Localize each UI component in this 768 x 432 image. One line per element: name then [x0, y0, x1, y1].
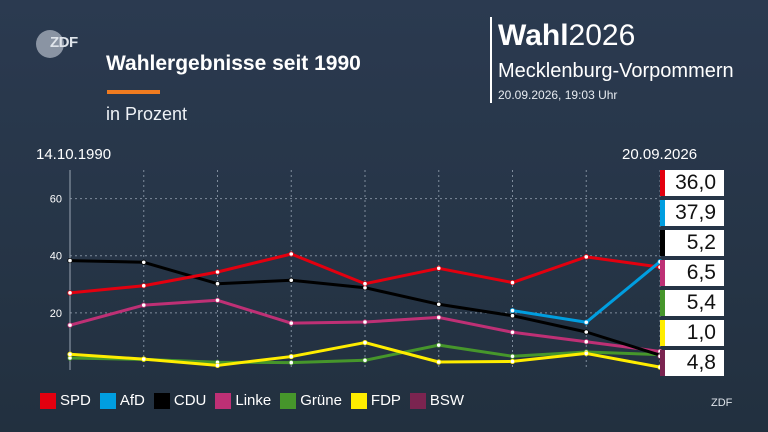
data-point-fdp [67, 351, 73, 357]
legend-label: Linke [235, 392, 272, 409]
data-point-fdp [436, 359, 442, 365]
result-value-cdu: 5,2 [661, 230, 724, 256]
data-point-fdp [362, 339, 368, 346]
chart-subtitle: in Prozent [106, 104, 188, 124]
legend-label: Grüne [300, 392, 342, 409]
legend-label: AfD [119, 392, 145, 409]
data-point-cdu [141, 259, 147, 265]
y-tick-label: 40 [50, 251, 62, 263]
legend-swatch [409, 392, 426, 409]
data-point-linke [583, 339, 589, 345]
data-point-gruene [436, 342, 442, 348]
data-point-cdu [509, 313, 516, 319]
legend-item-spd: SPD [40, 392, 91, 409]
result-color-fdp [660, 320, 665, 346]
data-point-linke [141, 302, 147, 308]
data-point-linke [67, 322, 73, 328]
legend-item-fdp: FDP [350, 392, 401, 409]
data-point-afd [509, 307, 516, 314]
y-tick-label: 60 [50, 194, 62, 206]
data-point-fdp [509, 358, 516, 365]
chart-legend: SPD AfD CDU Linke Grüne FDP BSW [40, 392, 473, 409]
y-tick-label: 20 [50, 308, 62, 320]
brand-year: 2026 [568, 19, 636, 52]
zdf-logo-icon [36, 30, 64, 58]
legend-label: SPD [60, 392, 91, 409]
header-divider [490, 17, 492, 103]
chart-title: Wahlergebnisse seit 1990 [106, 52, 361, 75]
result-value-spd: 36,0 [661, 170, 724, 196]
data-point-spd [288, 251, 294, 257]
data-point-gruene [509, 353, 516, 359]
x-start-label: 14.10.1990 [36, 146, 112, 163]
data-point-spd [436, 265, 442, 271]
data-point-gruene [288, 359, 294, 366]
result-value-bsw: 4,8 [661, 350, 724, 376]
footer-source: ZDF [711, 397, 733, 409]
legend-label: BSW [429, 392, 465, 409]
legend-item-gruene: Grüne [280, 392, 342, 409]
legend-swatch [153, 392, 170, 409]
legend-swatch [350, 392, 367, 409]
data-point-fdp [288, 353, 294, 360]
legend-label: FDP [370, 392, 401, 409]
data-point-linke [436, 314, 442, 321]
result-value-afd: 37,9 [661, 200, 724, 226]
result-value-fdp: 1,0 [661, 320, 724, 346]
data-point-spd [509, 279, 516, 286]
legend-item-linke: Linke [215, 392, 271, 409]
data-point-spd [362, 281, 368, 287]
timestamp: 20.09.2026, 19:03 Uhr [498, 88, 618, 102]
data-point-cdu [288, 277, 294, 283]
result-color-gruene [660, 290, 665, 316]
legend-swatch [280, 392, 297, 409]
result-color-bsw [660, 350, 665, 376]
legend-swatch [40, 392, 56, 409]
data-point-gruene [362, 357, 368, 363]
result-color-spd [660, 170, 665, 196]
legend-swatch [99, 392, 116, 409]
data-point-linke [214, 297, 221, 303]
result-value-linke: 6,5 [661, 260, 724, 286]
legend-item-cdu: CDU [153, 392, 207, 409]
result-value-gruene: 5,4 [661, 290, 724, 316]
data-point-spd [141, 283, 147, 289]
zdf-logo-text: ZDF [50, 34, 78, 51]
data-point-spd [214, 269, 221, 275]
legend-item-bsw: BSW [409, 392, 465, 409]
data-point-afd [583, 319, 589, 325]
data-point-cdu [436, 301, 442, 307]
data-point-linke [509, 329, 516, 335]
data-point-linke [288, 320, 294, 326]
result-color-afd [660, 200, 665, 226]
legend-swatch [215, 392, 232, 409]
data-point-fdp [214, 362, 221, 369]
data-point-fdp [583, 350, 589, 357]
result-color-cdu [660, 230, 665, 256]
data-point-linke [362, 319, 368, 325]
brand-bold: Wahl [498, 19, 569, 52]
legend-label: CDU [173, 392, 207, 409]
data-point-fdp [141, 356, 147, 362]
data-point-cdu [583, 329, 589, 335]
data-point-cdu [214, 281, 221, 287]
title-accent-bar [107, 90, 160, 94]
region-name: Mecklenburg-Vorpommern [498, 60, 734, 82]
data-point-spd [583, 254, 589, 260]
brand-wordmark: Wahl2026 [498, 18, 635, 54]
legend-item-afd: AfD [99, 392, 145, 409]
result-color-linke [660, 260, 665, 286]
x-end-label: 20.09.2026 [622, 146, 698, 163]
data-point-cdu [67, 257, 73, 264]
data-point-spd [67, 290, 73, 296]
